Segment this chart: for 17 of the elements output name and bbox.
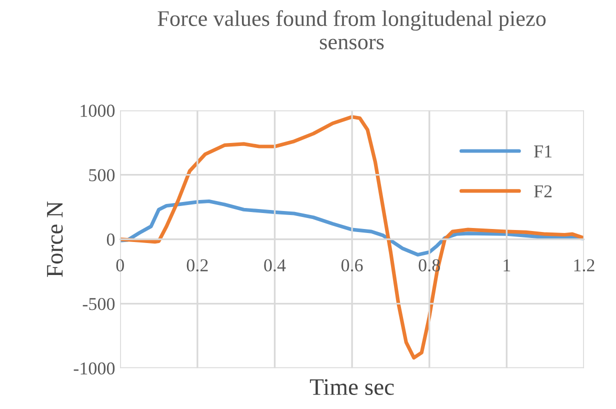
- line-series: [120, 199, 584, 257]
- x-tick-label: 1.2: [574, 259, 594, 272]
- y-tick-label: -500: [82, 298, 115, 310]
- legend-label: F2: [534, 185, 552, 198]
- y-tick-label: 500: [89, 169, 115, 182]
- x-tick-label: 0.6: [341, 259, 363, 272]
- chart-title: Force values found from longitudenal piezo sensors: [158, 10, 546, 50]
- x-tick-label: 0.4: [264, 259, 286, 272]
- x-tick-label: 0.2: [186, 259, 208, 272]
- legend-label: F1: [534, 145, 552, 158]
- y-tick-label: 0: [106, 234, 115, 246]
- y-tick-label: -1000: [74, 362, 115, 375]
- y-tick-label: 1000: [80, 104, 115, 117]
- x-tick-label: 1: [504, 259, 510, 272]
- x-tick-label: 0: [116, 259, 124, 272]
- y-axis-title: Force N: [47, 201, 63, 277]
- x-axis-title: Time sec: [310, 379, 394, 396]
